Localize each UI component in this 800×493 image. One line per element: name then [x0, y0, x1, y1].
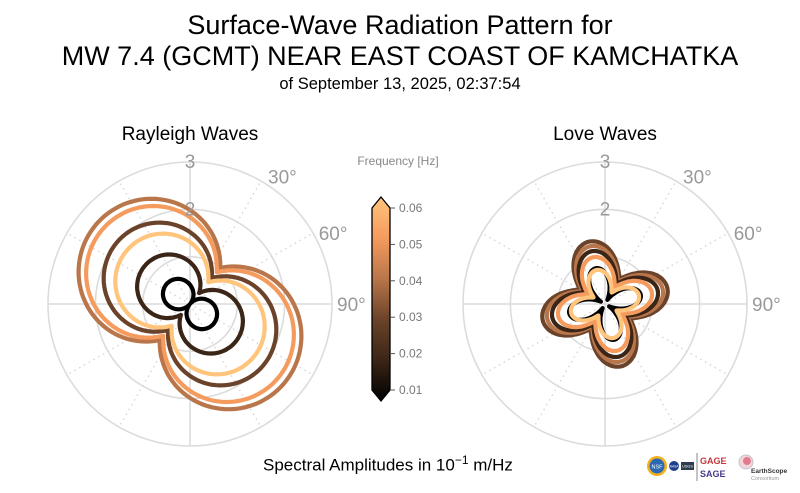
- pattern-curve-0_06-hz: [568, 267, 642, 341]
- love-title: Love Waves: [553, 124, 657, 145]
- love-angle-label-60: 60°: [734, 224, 763, 245]
- rayleigh-r-tick-3: 3: [185, 152, 196, 173]
- chart-subtitle-date: of September 13, 2025, 02:37:54: [279, 75, 521, 93]
- rayleigh-curves: [76, 196, 304, 412]
- colorbar-tick-label: 0.02: [399, 347, 423, 361]
- love-polar-plot: Love Waves 2 3 30° 60° 90°: [462, 124, 781, 447]
- colorbar-label: Frequency [Hz]: [357, 154, 438, 168]
- pattern-curve-0_02-hz: [135, 252, 245, 356]
- caption-base: 10: [435, 455, 455, 475]
- rayleigh-title: Rayleigh Waves: [122, 124, 259, 145]
- caption-exponent: −1: [454, 453, 469, 467]
- love-r-tick-2: 2: [600, 199, 611, 220]
- nsf-logo: NSF: [647, 456, 667, 476]
- svg-text:USGS: USGS: [682, 465, 693, 469]
- love-r-tick-3: 3: [600, 152, 611, 173]
- pattern-curve-0_05-hz: [555, 254, 655, 354]
- pattern-curve-0_01-hz: [160, 276, 220, 332]
- love-angle-label-90: 90°: [752, 295, 781, 316]
- rayleigh-angle-label-60: 60°: [319, 224, 348, 245]
- svg-text:EarthScope: EarthScope: [751, 468, 788, 475]
- logo-divider: [696, 453, 698, 481]
- earthscope-logo: EarthScope Consortium: [738, 454, 788, 482]
- colorbar-tick-label: 0.05: [399, 237, 423, 251]
- rayleigh-r-tick-2: 2: [185, 199, 196, 220]
- usgs-logo: USGS: [681, 462, 694, 470]
- caption-prefix: Spectral Amplitudes in: [263, 455, 436, 475]
- pattern-curve-0_02-hz: [549, 248, 661, 360]
- sponsor-logos: NSF NASA USGS GAGE SAGE EarthScope Conso…: [647, 453, 788, 482]
- love-grid: [462, 161, 748, 447]
- svg-text:NASA: NASA: [670, 465, 680, 469]
- love-angle-label-30: 30°: [683, 167, 712, 188]
- svg-text:NSF: NSF: [652, 465, 664, 471]
- pattern-curve-0_05-hz: [84, 203, 296, 405]
- amplitude-units-caption: Spectral Amplitudes in 10−1 m/Hz: [263, 453, 513, 476]
- rayleigh-angle-label-90: 90°: [337, 295, 366, 316]
- rayleigh-polar-plot: Rayleigh Waves 2 3 30° 60° 90°: [47, 124, 366, 447]
- svg-text:Consortium: Consortium: [751, 476, 780, 482]
- colorbar-ticks: 0.06 0.05 0.04 0.03 0.02 0.01: [390, 201, 423, 397]
- sage-logo: SAGE: [700, 469, 726, 479]
- pattern-curve-0_06-hz: [113, 231, 267, 377]
- rayleigh-angle-label-30: 30°: [268, 167, 297, 188]
- nasa-logo: NASA: [669, 461, 679, 471]
- rayleigh-labels: 2 3 30° 60° 90°: [185, 152, 366, 316]
- caption-unit: m/Hz: [468, 455, 513, 475]
- colorbar-tick-label: 0.01: [399, 383, 423, 397]
- colorbar-tick-label: 0.04: [399, 274, 423, 288]
- chart-title-line-1: Surface-Wave Radiation Pattern for: [187, 10, 613, 40]
- colorbar-tick-label: 0.03: [399, 310, 423, 324]
- chart-title-line-2: MW 7.4 (GCMT) NEAR EAST COAST OF KAMCHAT…: [61, 41, 739, 71]
- pattern-curve-0_04-hz: [76, 196, 304, 412]
- love-labels: 2 3 30° 60° 90°: [600, 152, 781, 316]
- gage-logo: GAGE: [700, 456, 727, 466]
- pattern-curve-0_03-hz: [101, 220, 279, 388]
- frequency-colorbar: Frequency [Hz] 0.06 0.05 0.04 0.03 0.02 …: [357, 154, 439, 403]
- love-curves: [540, 239, 670, 369]
- colorbar-gradient: [371, 195, 391, 403]
- colorbar-tick-label: 0.06: [399, 201, 423, 215]
